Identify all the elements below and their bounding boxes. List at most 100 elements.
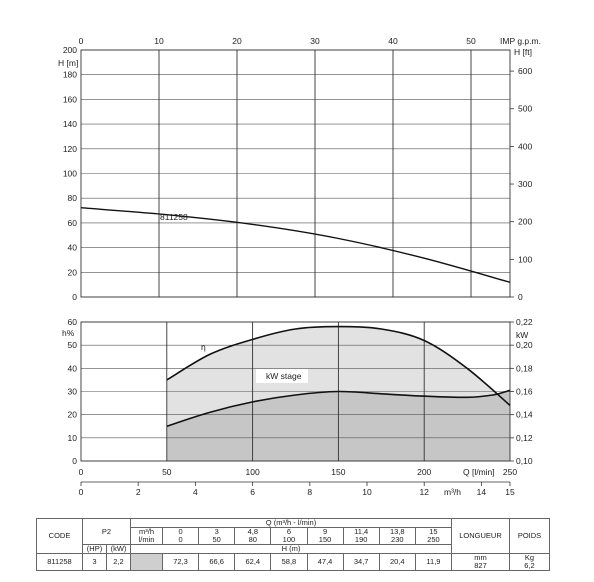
q-col-4: 6 100	[270, 527, 308, 545]
longueur-header: LONGUEUR	[451, 518, 510, 554]
p2-header: P2	[82, 518, 131, 545]
h-tick-label: 80	[68, 193, 78, 203]
m3h-tick-label: 2	[136, 487, 141, 497]
h-tick-label: 200	[63, 45, 77, 55]
q-tick-label: 0	[79, 467, 84, 477]
row-poids: Kg 6,2	[509, 553, 550, 571]
model-label: 811258	[160, 212, 188, 222]
q-tick-label: 200	[417, 467, 431, 477]
gpm-tick-label: 20	[232, 36, 242, 46]
h-tick-label: 160	[63, 94, 77, 104]
m3h-tick-label: 0	[79, 487, 84, 497]
q-header: Q (m³/h - l/min)	[130, 518, 452, 528]
code-header: CODE	[36, 518, 83, 554]
ft-tick-label: 400	[518, 141, 532, 151]
row-h-3: 62,4	[234, 553, 272, 571]
row-longueur: mm 827	[451, 553, 510, 571]
gpm-axis-title: IMP g.p.m.	[500, 36, 541, 46]
h-header: H (m)	[130, 544, 452, 554]
ft-tick-label: 500	[518, 104, 532, 114]
kw-stage-box	[256, 369, 308, 383]
m3h-tick-label: 10	[362, 487, 372, 497]
row-h-5: 47,4	[306, 553, 344, 571]
eff-axis-title: h%	[62, 328, 75, 338]
eff-tick-label: 20	[68, 410, 78, 420]
kw-tick-label: 0,22	[516, 317, 533, 327]
row-h-4: 58,8	[270, 553, 308, 571]
h-tick-label: 120	[63, 144, 77, 154]
kw-tick-label: 0,10	[516, 456, 533, 466]
kw-axis-title: kW	[516, 330, 528, 340]
efficiency-curve	[166, 325, 511, 407]
q-tick-label: 50	[162, 467, 172, 477]
row-h-6: 34,7	[342, 553, 380, 571]
kw-unit: (kW)	[106, 544, 131, 554]
eff-tick-label: 40	[68, 363, 78, 373]
q-tick-label: 250	[503, 467, 517, 477]
ft-tick-label: 200	[518, 217, 532, 227]
eff-tick-label: 0	[72, 456, 77, 466]
q-units: m³/h l/min	[130, 527, 163, 545]
q-col-5: 9 150	[306, 527, 344, 545]
head-panel-frame	[80, 49, 511, 298]
kw-tick-label: 0,12	[516, 433, 533, 443]
h-tick-label: 100	[63, 169, 77, 179]
row-kw: 2,2	[106, 553, 131, 571]
row-h-2: 66,6	[198, 553, 236, 571]
ft-axis-title: H [ft]	[514, 47, 532, 57]
q-col-7: 13,8 230	[378, 527, 416, 545]
hp-unit: (HP)	[82, 544, 107, 554]
power-curve	[166, 389, 511, 428]
q-axis-title: Q [l/min]	[463, 467, 495, 477]
row-hp: 3	[82, 553, 107, 571]
m3h-axis-title: m³/h	[444, 487, 461, 497]
poids-header: POIDS	[509, 518, 550, 554]
gpm-tick-label: 0	[79, 36, 84, 46]
ft-tick-label: 0	[518, 292, 523, 302]
kw-tick-label: 0,18	[516, 363, 533, 373]
h-tick-label: 0	[72, 292, 77, 302]
ft-tick-label: 300	[518, 179, 532, 189]
m3h-tick-label: 8	[307, 487, 312, 497]
kw-tick-label: 0,14	[516, 410, 533, 420]
q-col-8: 15 250	[414, 527, 453, 545]
row-shaded-cell	[130, 553, 163, 571]
eff-tick-label: 30	[68, 387, 78, 397]
row-h-8: 11,9	[414, 553, 453, 571]
ft-tick-label: 100	[518, 254, 532, 264]
head-curve	[80, 207, 511, 283]
gpm-tick-label: 50	[466, 36, 476, 46]
eff-tick-label: 60	[68, 317, 78, 327]
m3h-tick-label: 4	[193, 487, 198, 497]
performance-table: CODE P2 Q (m³/h - l/min) LONGUEUR POIDS …	[36, 518, 550, 571]
m3h-tick-label: 12	[419, 487, 429, 497]
kw-stage-label: kW stage	[266, 371, 302, 381]
row-h-1: 72,3	[161, 553, 200, 571]
kw-tick-label: 0,20	[516, 340, 533, 350]
q-col-2: 3 50	[198, 527, 236, 545]
m3h-tick-label: 14	[477, 487, 487, 497]
flow-axis: 0 50 100 150 200 250 Q [l/min] 0 2 4 6 8 10 12 14 15 m³/…	[79, 467, 518, 497]
gpm-tick-label: 10	[154, 36, 164, 46]
row-h-7: 20,4	[378, 553, 416, 571]
h-axis-title: H [m]	[58, 58, 78, 68]
q-tick-label: 100	[246, 467, 260, 477]
q-tick-label: 150	[331, 467, 345, 477]
h-tick-label: 40	[68, 243, 78, 253]
eta-symbol: η	[201, 342, 206, 352]
h-tick-label: 20	[68, 267, 78, 277]
eff-tick-label: 50	[68, 340, 78, 350]
q-col-3: 4,8 80	[234, 527, 272, 545]
h-tick-label: 60	[68, 218, 78, 228]
m3h-tick-label: 15	[505, 487, 515, 497]
eff-tick-label: 10	[68, 433, 78, 443]
m3h-tick-label: 6	[250, 487, 255, 497]
efficiency-power-panel: 0 10 20 30 40 50 60 0,10 0,12 0,14 0,16 0,18 0,20 0,2…	[62, 317, 533, 466]
gpm-tick-label: 30	[310, 36, 320, 46]
h-tick-label: 180	[63, 70, 77, 80]
q-col-6: 11,4 190	[342, 527, 380, 545]
ft-tick-label: 600	[518, 66, 532, 76]
